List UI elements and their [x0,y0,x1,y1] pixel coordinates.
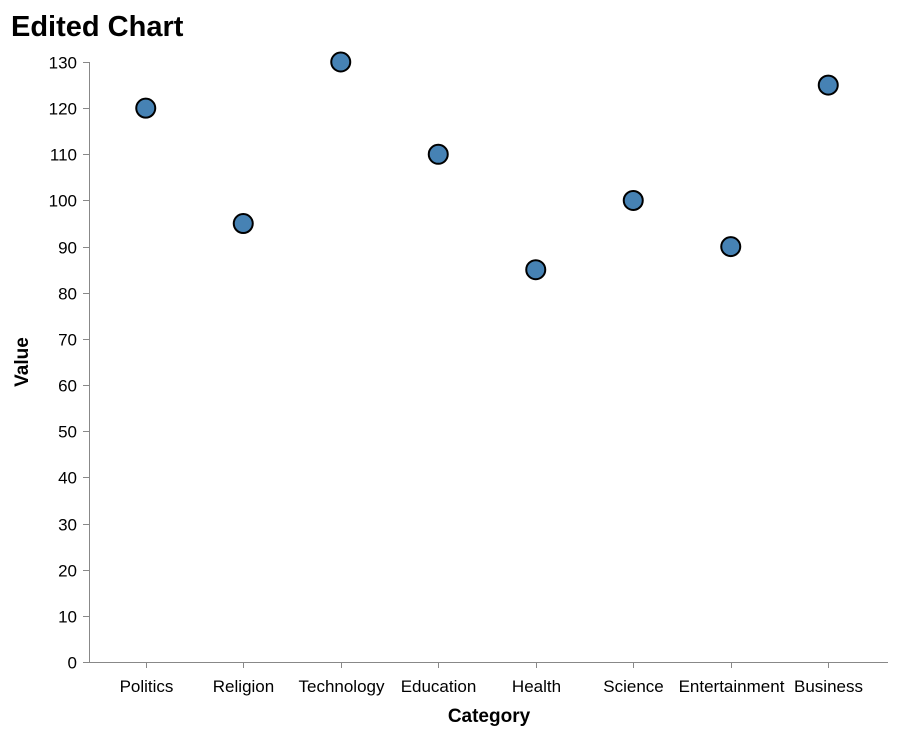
x-tick-label: Entertainment [679,677,785,696]
y-tick-label: 10 [58,608,77,627]
x-tick-label: Science [603,677,663,696]
y-axis: 0 10 20 30 40 50 60 70 80 90 100 110 120 130 [49,54,90,673]
chart-title: Edited Chart [11,11,184,43]
x-tick-label: Technology [298,677,385,696]
data-point [135,97,157,119]
data-point [817,74,839,96]
y-tick-label: 50 [58,423,77,442]
data-points [135,51,839,281]
y-axis-title: Value [12,337,33,387]
y-tick-label: 70 [58,331,77,350]
data-point [622,189,644,211]
y-tick-label: 0 [68,654,77,673]
data-point [330,51,352,73]
y-tick-label: 120 [49,100,77,119]
x-tick-label: Politics [120,677,174,696]
y-tick-label: 40 [58,469,77,488]
x-axis-title: Category [448,706,531,727]
y-tick-label: 20 [58,562,77,581]
y-tick-label: 130 [49,54,77,73]
y-tick-label: 100 [49,192,77,211]
data-point [427,143,449,165]
x-axis: Politics Religion Technology Education Healt… [89,662,888,696]
x-tick-label: Education [401,677,477,696]
x-tick-label: Health [512,677,561,696]
y-tick-label: 60 [58,377,77,396]
x-tick-label: Religion [213,677,274,696]
y-tick-label: 80 [58,285,77,304]
x-tick-label: Business [794,677,863,696]
y-tick-label: 90 [58,239,77,258]
data-point [720,236,742,258]
y-tick-label: 110 [50,146,77,165]
data-point [525,259,547,281]
y-tick-label: 30 [58,516,77,535]
data-point [232,213,254,235]
